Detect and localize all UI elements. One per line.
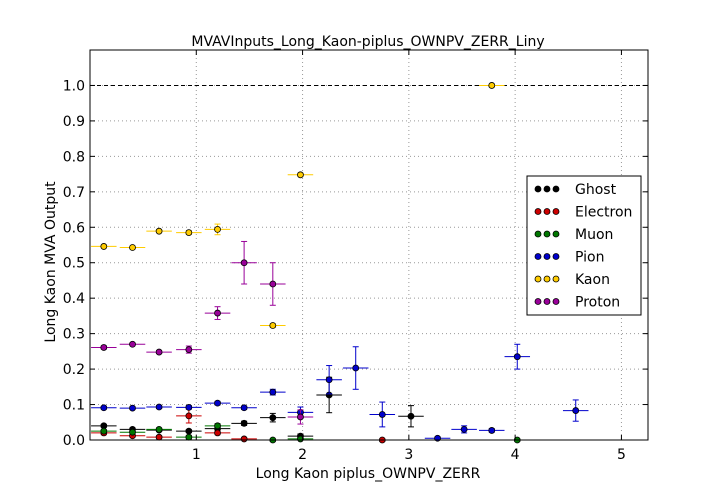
legend-marker (552, 298, 560, 305)
legend-marker (552, 253, 560, 260)
data-point (352, 364, 360, 372)
y-tick-label: 0.0 (63, 433, 85, 449)
x-axis-ticks: 1 2 3 4 5 (192, 50, 626, 463)
legend-marker (552, 208, 560, 215)
series-kaon (91, 82, 505, 329)
x-axis-label: Long Kaon piplus_OWNPV_ZERR (256, 466, 481, 482)
y-tick-label: 0.9 (63, 114, 85, 130)
data-point (325, 376, 333, 384)
data-point (155, 227, 163, 235)
legend-marker (534, 298, 542, 305)
y-axis-label: Long Kaon MVA Output (43, 181, 59, 343)
x-tick-label: 4 (511, 447, 520, 463)
data-point (488, 82, 496, 89)
data-point (269, 280, 277, 288)
data-point (214, 225, 221, 233)
legend-label: Electron (575, 205, 632, 221)
data-point (214, 399, 221, 407)
data-point (155, 348, 163, 356)
x-tick-label: 1 (192, 447, 201, 463)
data-point (269, 414, 277, 422)
legend-marker (552, 230, 560, 238)
legend-marker (543, 185, 551, 193)
data-marks (91, 82, 589, 444)
data-point (572, 407, 580, 414)
legend-marker (552, 185, 560, 193)
x-tick-label: 2 (298, 447, 307, 463)
data-point (378, 411, 386, 418)
x-tick-label: 3 (404, 447, 413, 463)
legend-marker (543, 253, 551, 260)
legend-marker (543, 298, 551, 305)
y-axis-ticks: 0.0 0.1 0.2 0.3 0.4 0.5 0.6 0.7 0.8 0.9 1.0 (63, 78, 648, 449)
data-point (129, 404, 136, 412)
series-pion (91, 343, 589, 442)
y-tick-label: 0.7 (63, 185, 85, 201)
data-point (185, 433, 193, 441)
legend-marker (543, 275, 551, 283)
legend-marker (534, 275, 542, 283)
y-tick-label: 1.0 (63, 78, 85, 94)
series-proton (91, 240, 314, 425)
chart-title: MVAVInputs_Long_Kaon-piplus_OWNPV_ZERR_L… (191, 34, 544, 50)
data-point (100, 404, 108, 412)
data-point (214, 309, 221, 317)
data-point (100, 344, 108, 351)
data-point (155, 425, 163, 433)
x-tick-label: 5 (617, 447, 626, 463)
legend-box (526, 175, 642, 316)
legend-marker (543, 230, 551, 238)
data-point (240, 435, 248, 443)
data-point (240, 404, 248, 412)
y-tick-label: 0.6 (63, 220, 85, 236)
data-point (269, 322, 277, 329)
data-point (185, 346, 193, 353)
data-point (129, 428, 136, 436)
legend-marker (543, 208, 551, 215)
data-point (214, 429, 221, 437)
legend-label: Proton (575, 295, 620, 311)
data-point (100, 427, 108, 435)
legend-marker (534, 253, 542, 260)
data-point (513, 353, 521, 361)
data-point (297, 171, 304, 179)
legend: Ghost Electron Muon Pion Kaon Proton (526, 175, 642, 316)
y-tick-label: 0.3 (63, 327, 85, 343)
data-point (297, 413, 304, 421)
legend-label: Pion (575, 250, 604, 266)
data-point (214, 422, 221, 430)
data-point (155, 433, 163, 441)
data-point (185, 229, 193, 236)
data-point (100, 243, 108, 250)
y-tick-label: 0.4 (63, 291, 85, 307)
data-point (185, 403, 193, 411)
legend-marker (552, 275, 560, 283)
data-point (407, 412, 415, 420)
data-point (129, 244, 136, 251)
data-point (240, 419, 248, 427)
legend-marker (534, 208, 542, 215)
data-point (269, 388, 277, 396)
legend-label: Muon (575, 227, 613, 243)
legend-label: Kaon (575, 272, 610, 288)
data-point (488, 427, 496, 434)
legend-marker (534, 230, 542, 238)
y-tick-label: 0.2 (63, 362, 85, 378)
y-tick-label: 0.8 (63, 149, 85, 165)
legend-label: Ghost (575, 182, 617, 198)
y-tick-label: 0.1 (63, 398, 85, 414)
data-point (185, 412, 193, 420)
data-point (155, 403, 163, 411)
y-tick-label: 0.5 (63, 256, 85, 272)
data-point (185, 427, 193, 435)
plot-frame (89, 49, 649, 441)
data-point (460, 425, 468, 433)
data-point (240, 259, 248, 267)
data-point (129, 340, 136, 348)
legend-marker (534, 185, 542, 193)
